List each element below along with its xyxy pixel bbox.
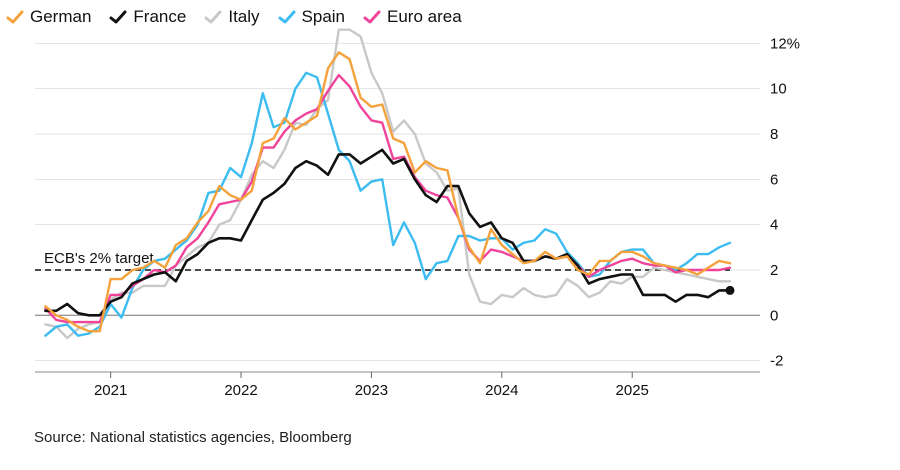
legend: German France Italy Spain Euro area: [6, 6, 462, 28]
legend-label: France: [133, 7, 187, 26]
legend-item-spain: Spain: [278, 7, 345, 27]
series-line-france: [44, 148, 732, 317]
legend-label: Italy: [228, 7, 260, 26]
legend-check-icon: [6, 10, 24, 24]
x-tick-label: 2024: [485, 382, 518, 399]
series-lines: [44, 28, 735, 340]
legend-check-icon: [363, 10, 381, 24]
source-note: Source: National statistics agencies, Bl…: [34, 429, 352, 446]
legend-item-italy: Italy: [204, 7, 260, 27]
x-tick-label: 2021: [94, 382, 127, 399]
gridlines: [35, 42, 760, 362]
series-endpoint-france: [725, 285, 735, 295]
legend-label: Spain: [301, 7, 346, 26]
y-tick-label: 12%: [770, 35, 800, 52]
series-line-german: [44, 51, 732, 333]
legend-item-german: German: [6, 7, 91, 27]
y-tick-label: 8: [770, 126, 778, 143]
legend-label: Euro area: [387, 7, 462, 26]
target-line-group: ECB's 2% target: [35, 250, 730, 271]
tick-labels: -2 0 2 4 6 8 10 12% 2021 2022 2023 2024 2025: [94, 35, 800, 399]
series-line-italy: [44, 28, 732, 340]
x-tick-label: 2022: [224, 382, 257, 399]
axes: [35, 314, 760, 378]
target-label: ECB's 2% target: [44, 250, 154, 267]
y-tick-label: 2: [770, 262, 778, 279]
legend-check-icon: [278, 10, 296, 24]
y-tick-label: 10: [770, 81, 787, 98]
legend-item-euro-area: Euro area: [363, 7, 462, 27]
y-tick-label: -2: [770, 353, 783, 370]
y-tick-label: 0: [770, 307, 778, 324]
x-tick-label: 2023: [355, 382, 388, 399]
legend-label: German: [30, 7, 92, 26]
y-tick-label: 6: [770, 171, 778, 188]
x-tick-label: 2025: [616, 382, 649, 399]
series-line-euro-area: [44, 73, 732, 324]
legend-check-icon: [109, 10, 127, 24]
legend-item-france: France: [109, 7, 186, 27]
legend-check-icon: [204, 10, 222, 24]
y-tick-label: 4: [770, 217, 778, 234]
